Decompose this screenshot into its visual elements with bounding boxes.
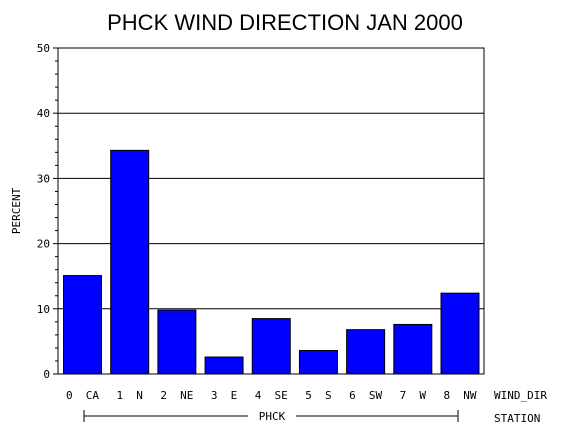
- y-axis-label: PERCENT: [10, 187, 23, 234]
- x-tick-label: 3 E: [211, 389, 238, 402]
- y-ticks: 0 10 20 30 40 50: [37, 42, 58, 381]
- bar: [440, 292, 480, 375]
- bar: [346, 329, 386, 375]
- x-category-labels: 0 CA 1 N 2 NE 3 E 4 SE 5 S 6 SW 7 W 8 NW: [66, 389, 477, 402]
- y-tick-label: 0: [43, 368, 50, 381]
- x-tick-label: 8 NW: [443, 389, 476, 402]
- group-label: PHCK: [259, 410, 286, 423]
- bar: [298, 350, 338, 375]
- x-tick-label: 7 W: [400, 389, 427, 402]
- x-tick-label: 2 NE: [160, 389, 193, 402]
- bar: [393, 323, 433, 375]
- x-tick-label: 5 S: [305, 389, 332, 402]
- y-tick-label: 10: [37, 303, 50, 316]
- plot-area-frame: [57, 47, 485, 375]
- bar: [110, 149, 150, 375]
- group-label-background: [248, 409, 296, 423]
- bar: [157, 309, 197, 375]
- x-tick-label: 1 N: [116, 389, 143, 402]
- x-tick-label: 6 SW: [349, 389, 382, 402]
- y-tick-label: 30: [37, 172, 50, 185]
- bar: [251, 318, 291, 375]
- chart-title: PHCK WIND DIRECTION JAN 2000: [107, 10, 463, 35]
- x-tick-label: 4 SE: [255, 389, 288, 402]
- bar: [204, 356, 244, 375]
- bar: [63, 275, 102, 375]
- y-tick-label: 20: [37, 238, 50, 251]
- bars: [63, 149, 480, 375]
- group-axis-label: STATION: [494, 412, 540, 425]
- y-tick-label: 50: [37, 42, 50, 55]
- x-axis-label: WIND_DIR: [494, 389, 547, 402]
- x-tick-label: 0 CA: [66, 389, 99, 402]
- y-tick-label: 40: [37, 107, 50, 120]
